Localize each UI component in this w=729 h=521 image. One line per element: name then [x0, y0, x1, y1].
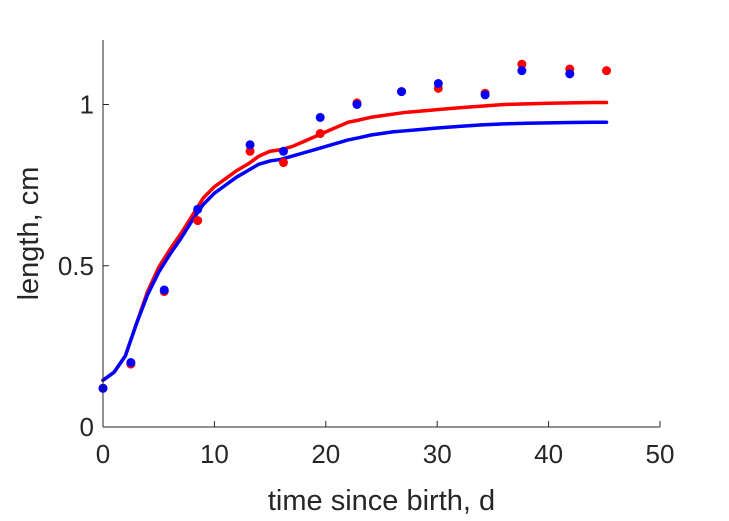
y-tick-label-1: 0.5: [58, 251, 94, 281]
data-point-s1-7: [352, 100, 362, 109]
x-axis-label: time since birth, d: [268, 485, 495, 517]
plot-area: [98, 59, 612, 393]
data-point-s1-5: [278, 146, 288, 156]
y-axis-label: length, cm: [13, 167, 45, 301]
y-tick-label-0: 0: [80, 412, 94, 442]
data-point-s1-11: [517, 66, 527, 76]
axes: 0 10 20 30 40 50 0 0.5 1: [58, 40, 675, 469]
data-point-s1-8: [397, 87, 407, 97]
x-tick-label-4: 40: [534, 439, 563, 469]
data-point-s0-3: [193, 216, 203, 226]
x-tick-label-5: 50: [646, 439, 675, 469]
data-point-s0-11: [517, 59, 527, 69]
data-point-s0-4: [245, 146, 255, 156]
x-tick-label-1: 10: [200, 439, 229, 469]
x-tick-label-0: 0: [96, 439, 110, 469]
data-point-s1-4: [245, 140, 255, 150]
x-tick-label-2: 20: [311, 439, 340, 469]
data-point-s1-10: [480, 90, 490, 100]
data-point-s1-6: [315, 112, 325, 122]
series-line-2: [101, 100, 609, 382]
data-point-s0-6: [315, 129, 325, 139]
x-tick-label-3: 30: [423, 439, 452, 469]
series-line-3: [101, 120, 609, 382]
y-tick-label-2: 1: [80, 90, 94, 120]
data-point-s1-9: [433, 79, 443, 89]
data-point-s1-1: [126, 358, 136, 367]
data-point-s1-2: [159, 285, 169, 295]
data-point-s0-5: [278, 158, 288, 168]
data-point-s1-12: [565, 69, 575, 79]
data-point-s0-13: [602, 66, 612, 76]
data-point-s1-3: [193, 204, 203, 214]
